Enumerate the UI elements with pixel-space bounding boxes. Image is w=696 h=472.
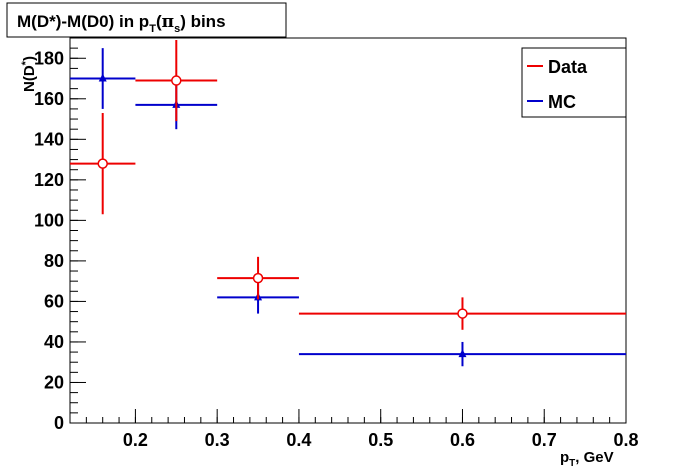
data-point: [457, 308, 468, 319]
x-tick-label: 0.4: [286, 430, 311, 450]
x-tick-label: 0.2: [123, 430, 148, 450]
x-axis-title-tail: , GeV: [575, 449, 613, 466]
data-point: [97, 158, 108, 169]
y-axis-title-close: ): [21, 56, 38, 61]
x-tick-label: 0.3: [205, 430, 230, 450]
y-axis-title-main: N(D: [21, 65, 38, 92]
data-point: [171, 75, 182, 86]
y-tick-label: 120: [34, 170, 64, 190]
x-axis: 0.2 0.3 0.4 0.5 0.6 0.7 0.8: [69, 409, 639, 450]
y-tick-label: 160: [34, 89, 64, 109]
x-tick-label: 0.5: [368, 430, 393, 450]
x-tick-label: 0.6: [450, 430, 475, 450]
chart-title: M(D*)-M(D0) in pT(πs) bins: [17, 12, 226, 35]
title-subscript: T: [149, 23, 156, 35]
x-axis-title-subscript: T: [569, 458, 575, 469]
y-axis: 0 20 40 60 80 100 120 140 160 180: [34, 37, 86, 433]
y-tick-label: 60: [44, 291, 64, 311]
x-tick-label: 0.7: [532, 430, 557, 450]
y-tick-label: 140: [34, 129, 64, 149]
legend-label-data: Data: [548, 57, 588, 77]
legend-label-mc: MC: [548, 92, 576, 112]
y-tick-label: 20: [44, 372, 64, 392]
chart-title-box: M(D*)-M(D0) in pT(πs) bins: [6, 2, 287, 38]
y-tick-label: 180: [34, 48, 64, 68]
x-tick-label: 0.8: [613, 430, 638, 450]
mc-point: [98, 73, 107, 82]
y-tick-label: 40: [44, 332, 64, 352]
mc-point: [458, 349, 467, 358]
y-axis-title-superscript: *: [20, 60, 32, 65]
title-tail: ) bins: [180, 12, 225, 31]
title-pi: π: [162, 12, 174, 32]
y-axis-title: N(D*): [20, 56, 38, 92]
y-tick-label: 80: [44, 251, 64, 271]
y-tick-label: 0: [54, 413, 64, 433]
legend: Data MC: [521, 47, 627, 118]
x-axis-title-main: p: [560, 449, 569, 466]
title-pi-subscript: s: [174, 23, 180, 35]
x-axis-title: pT, GeV: [560, 449, 614, 469]
series-data: [70, 40, 626, 330]
data-point: [252, 272, 264, 284]
y-tick-label: 100: [34, 210, 64, 230]
title-main: M(D*)-M(D0) in p: [17, 12, 149, 31]
series-layer: [70, 40, 626, 367]
title-paren-open: (: [156, 12, 162, 31]
